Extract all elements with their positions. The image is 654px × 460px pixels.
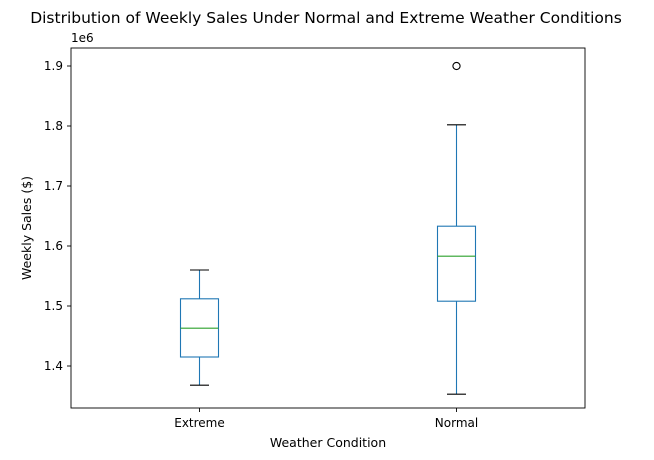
x-tick-label: Normal xyxy=(435,416,478,430)
y-tick-label: 1.4 xyxy=(44,359,63,373)
y-tick-label: 1.5 xyxy=(44,299,63,313)
y-tick-label: 1.7 xyxy=(44,179,63,193)
y-tick-label: 1.8 xyxy=(44,119,63,133)
box-extreme xyxy=(179,269,220,386)
x-tick-label: Extreme xyxy=(174,416,225,430)
plot-frame xyxy=(70,47,586,409)
y-tick-label: 1.6 xyxy=(44,239,63,253)
plot-area xyxy=(179,61,477,395)
outlier-point xyxy=(452,61,461,71)
x-axis: Extreme Normal xyxy=(174,408,478,430)
y-tick-label: 1.9 xyxy=(44,59,63,73)
x-axis-label: Weather Condition xyxy=(270,435,386,450)
iqr-box xyxy=(436,225,477,302)
box-normal xyxy=(436,61,477,395)
y-axis-offset-label: 1e6 xyxy=(71,31,94,45)
y-axis: 1.4 1.5 1.6 1.7 1.8 1.9 xyxy=(44,59,71,373)
y-axis-label: Weekly Sales ($) xyxy=(19,176,34,280)
chart-title: Distribution of Weekly Sales Under Norma… xyxy=(30,9,622,27)
